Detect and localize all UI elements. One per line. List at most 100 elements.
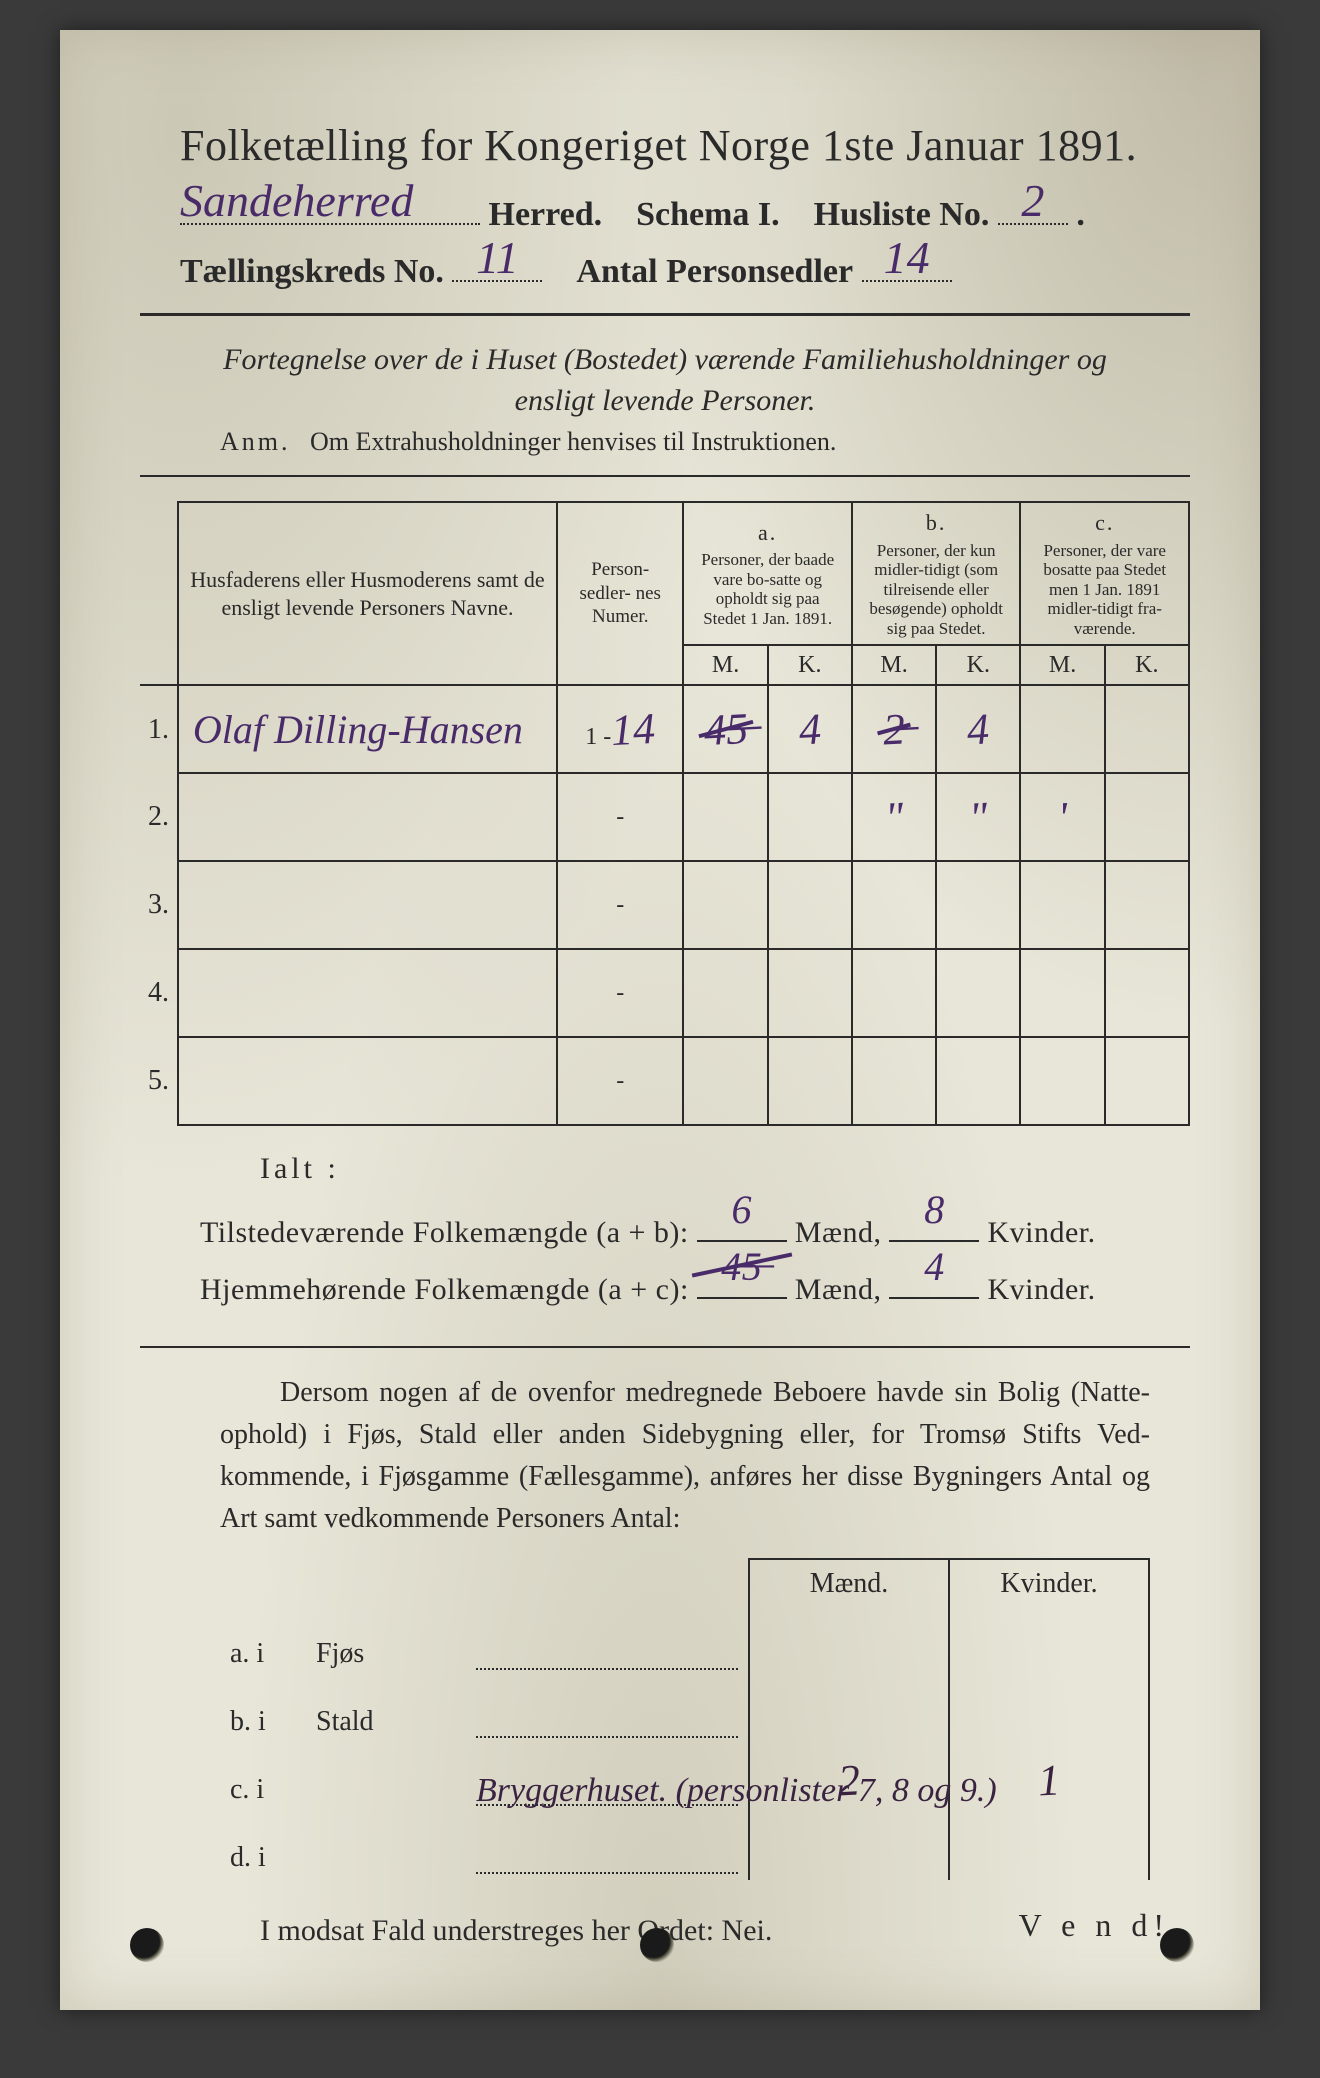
cell-b_m: 2̶ bbox=[852, 685, 936, 773]
cell-value: 4 bbox=[797, 703, 822, 755]
bldg-label: b. i bbox=[220, 1676, 306, 1744]
col-b-k: K. bbox=[936, 645, 1020, 685]
cell-b_k bbox=[936, 861, 1020, 949]
header-line-3: Tællingskreds No. 11 Antal Personsedler … bbox=[180, 246, 1190, 291]
col-a-k: K. bbox=[768, 645, 852, 685]
pn-prefix: - bbox=[616, 980, 624, 1006]
bldg-m-val: 2 bbox=[837, 1755, 862, 1807]
cell-c_m: ʹ bbox=[1020, 773, 1104, 861]
buildings-para-text: Dersom nogen af de ovenfor medregnede Be… bbox=[220, 1377, 1150, 1534]
rule-1 bbox=[140, 313, 1190, 316]
table-row: 3.- bbox=[140, 861, 1189, 949]
rule-2 bbox=[140, 475, 1190, 477]
rule-3 bbox=[140, 1346, 1190, 1348]
punch-hole-icon bbox=[640, 1928, 674, 1962]
bldg-category bbox=[306, 1744, 466, 1812]
cell-value: 2̶ bbox=[882, 703, 907, 755]
col-a-m: M. bbox=[683, 645, 767, 685]
antal-val: 14 bbox=[862, 231, 952, 284]
cell-b_k: 4 bbox=[936, 685, 1020, 773]
herred-field: Sandeherred bbox=[180, 189, 480, 225]
cell-value: 4 bbox=[966, 703, 991, 755]
col-c-text: Personer, der vare bosatte paa Stedet me… bbox=[1029, 541, 1180, 639]
cell-value: ʹ bbox=[1057, 792, 1069, 843]
fortegnelse-line: Fortegnelse over de i Huset (Bostedet) v… bbox=[180, 340, 1150, 421]
tot2-k: 4 bbox=[889, 1229, 979, 1305]
antal-field: 14 bbox=[862, 246, 952, 282]
totals-line-2: Hjemmehørende Folkemængde (a + c): 4̶5̶ … bbox=[200, 1261, 1130, 1318]
anm-label: Anm. bbox=[220, 427, 291, 456]
cell-a_m bbox=[683, 861, 767, 949]
cell-c_k bbox=[1105, 1037, 1189, 1125]
col-b-m: M. bbox=[852, 645, 936, 685]
bldg-m bbox=[749, 1812, 949, 1880]
col-a-abc: a. bbox=[692, 519, 843, 547]
bldg-k bbox=[949, 1676, 1149, 1744]
cell-b_m bbox=[852, 1037, 936, 1125]
kreds-no: 11 bbox=[452, 231, 542, 284]
cell-c_k bbox=[1105, 949, 1189, 1037]
bldg-label: d. i bbox=[220, 1812, 306, 1880]
herred-handwritten: Sandeherred bbox=[180, 174, 480, 227]
col-c: c. Personer, der vare bosatte paa Stedet… bbox=[1020, 502, 1189, 645]
pn-prefix: 1 - bbox=[585, 724, 611, 750]
cell-c_m bbox=[1020, 1037, 1104, 1125]
row-personsedler: - bbox=[557, 861, 683, 949]
bldg-dots bbox=[466, 1608, 749, 1676]
kreds-field: 11 bbox=[452, 246, 542, 282]
cell-a_m bbox=[683, 1037, 767, 1125]
bldg-handwritten: Bryggerhuset. (personlister 7, 8 og 9.) bbox=[476, 1772, 997, 1810]
pn-prefix: - bbox=[616, 804, 624, 830]
cell-a_m bbox=[683, 949, 767, 1037]
tot2-label: Hjemmehørende Folkemængde (a + c): bbox=[200, 1273, 689, 1306]
row-personsedler: 1 - 14 bbox=[557, 685, 683, 773]
row-personsedler: - bbox=[557, 773, 683, 861]
cell-a_k bbox=[768, 773, 852, 861]
tot2-m-field: 4̶5̶ bbox=[697, 1267, 787, 1299]
bldg-label: c. i bbox=[220, 1744, 306, 1812]
row-number: 2. bbox=[140, 773, 178, 861]
pn-prefix: - bbox=[616, 1068, 624, 1094]
bldg-category: Fjøs bbox=[306, 1608, 466, 1676]
row-name: Olaf Dilling-Hansen bbox=[178, 685, 557, 773]
cell-c_m bbox=[1020, 949, 1104, 1037]
bldg-dots bbox=[466, 1812, 749, 1880]
tot1-k-unit: Kvinder. bbox=[987, 1216, 1095, 1249]
tot2-k-field: 4 bbox=[889, 1267, 979, 1299]
cell-c_k bbox=[1105, 773, 1189, 861]
header-line-2: Sandeherred Herred. Schema I. Husliste N… bbox=[180, 189, 1190, 234]
cell-a_k bbox=[768, 1037, 852, 1125]
husliste-dot: . bbox=[1076, 196, 1085, 233]
table-row: 5.- bbox=[140, 1037, 1189, 1125]
col-a-text: Personer, der baade vare bo-satte og oph… bbox=[692, 550, 843, 628]
cell-b_m bbox=[852, 949, 936, 1037]
table-row: 1.Olaf Dilling-Hansen1 - 144̶5̶42̶4 bbox=[140, 685, 1189, 773]
pn-handwritten: 14 bbox=[610, 703, 657, 756]
husliste-label: Husliste No. bbox=[814, 196, 990, 233]
cell-a_k bbox=[768, 861, 852, 949]
page-title: Folketælling for Kongeriget Norge 1ste J… bbox=[180, 120, 1190, 171]
cell-b_k bbox=[936, 1037, 1020, 1125]
row-number: 1. bbox=[140, 685, 178, 773]
totals-block: Tilstedeværende Folkemængde (a + b): 6 M… bbox=[200, 1204, 1130, 1318]
bldg-k bbox=[949, 1608, 1149, 1676]
cell-c_m bbox=[1020, 861, 1104, 949]
bldg-head-m: Mænd. bbox=[749, 1559, 949, 1608]
buildings-table: Mænd. Kvinder. a. iFjøsb. iStaldc. iBryg… bbox=[220, 1558, 1150, 1880]
table-row: 4.- bbox=[140, 949, 1189, 1037]
row-personsedler: - bbox=[557, 1037, 683, 1125]
cell-value: ʺ bbox=[883, 791, 904, 843]
anm-text: Om Extrahusholdninger henvises til Instr… bbox=[310, 427, 836, 456]
bldg-dots bbox=[466, 1676, 749, 1744]
modsat-line: I modsat Fald understreges her Ordet: Ne… bbox=[260, 1914, 1150, 1948]
cell-a_k: 4 bbox=[768, 685, 852, 773]
row-name bbox=[178, 1037, 557, 1125]
bldg-m bbox=[749, 1676, 949, 1744]
cell-a_m: 4̶5̶ bbox=[683, 685, 767, 773]
tot1-m-unit: Mænd, bbox=[795, 1216, 882, 1249]
anm-line: Anm. Om Extrahusholdninger henvises til … bbox=[220, 427, 1150, 457]
tot2-m: 4̶5̶ bbox=[697, 1229, 787, 1305]
husliste-field: 2 bbox=[998, 189, 1068, 225]
document-page: Folketælling for Kongeriget Norge 1ste J… bbox=[60, 30, 1260, 2010]
bldg-category: Stald bbox=[306, 1676, 466, 1744]
